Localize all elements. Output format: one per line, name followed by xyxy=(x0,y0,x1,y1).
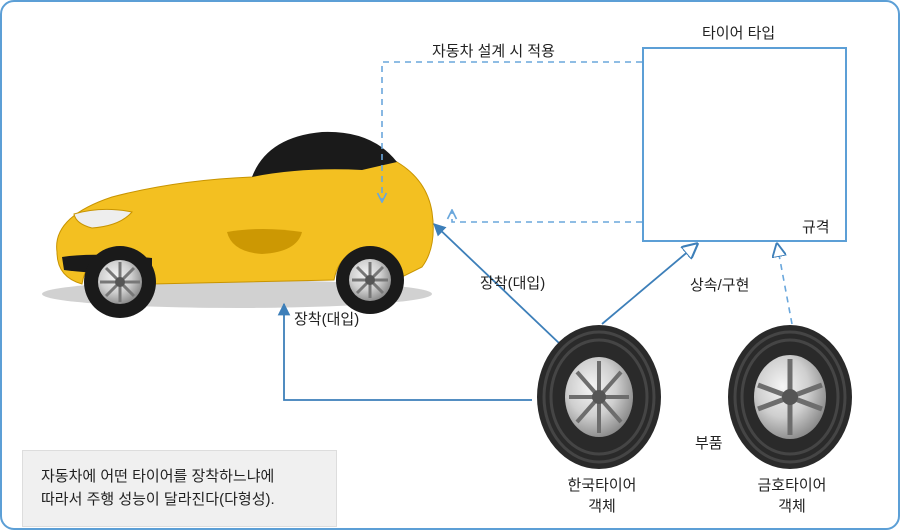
hankook-tire-illustration xyxy=(537,325,661,469)
label-spec: 규격 xyxy=(802,216,830,237)
car-illustration xyxy=(42,132,433,318)
label-hankook: 한국타이어 객체 xyxy=(562,474,642,516)
hankook-object: 객체 xyxy=(588,498,616,515)
label-inherit-impl: 상속/구현 xyxy=(690,274,749,295)
caption-line2: 따라서 주행 성능이 달라진다(다형성). xyxy=(41,491,275,508)
caption-box: 자동차에 어떤 타이어를 장착하느냐에 따라서 주행 성능이 달라진다(다형성)… xyxy=(22,450,337,527)
label-design-apply: 자동차 설계 시 적용 xyxy=(432,40,555,61)
kumho-name: 금호타이어 xyxy=(757,477,826,494)
label-kumho: 금호타이어 객체 xyxy=(752,474,832,516)
label-parts: 부품 xyxy=(695,432,723,453)
hankook-name: 한국타이어 xyxy=(567,477,636,494)
caption-line1: 자동차에 어떤 타이어를 장착하느냐에 xyxy=(41,468,274,485)
kumho-tire-illustration xyxy=(728,325,852,469)
label-mount-1: 장착(대입) xyxy=(480,272,545,293)
diagram-frame: 타이어 타입 규격 자동차 설계 시 적용 장착(대입) 장착(대입) 상속/구… xyxy=(0,0,900,530)
kumho-object: 객체 xyxy=(778,498,806,515)
label-tire-type-title: 타이어 타입 xyxy=(702,22,775,43)
label-mount-2: 장착(대입) xyxy=(294,308,359,329)
tire-type-box xyxy=(642,47,847,242)
